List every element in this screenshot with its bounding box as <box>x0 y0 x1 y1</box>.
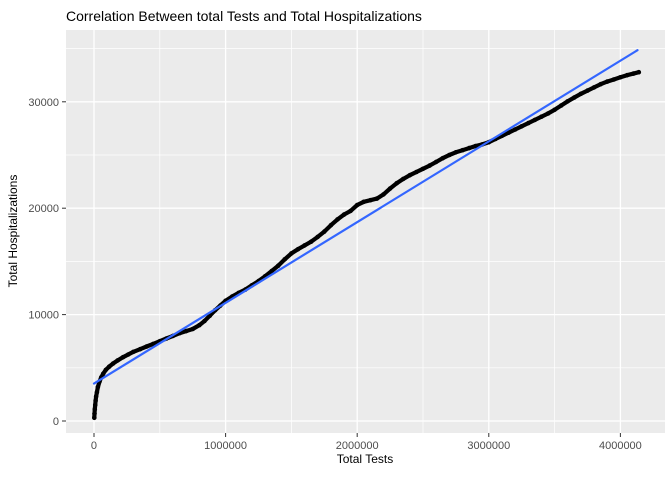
scatter-point <box>103 367 109 373</box>
scatter-point <box>473 143 478 149</box>
scatter-point <box>92 411 97 416</box>
y-axis-title-text: Total Hospitalizations <box>6 174 20 288</box>
scatter-point <box>578 91 584 97</box>
scatter-point <box>115 358 120 363</box>
scatter-point <box>106 364 112 370</box>
scatter-point <box>100 371 106 377</box>
scatter-point <box>591 85 597 90</box>
scatter-point <box>110 361 116 366</box>
scatter-point <box>150 341 156 347</box>
scatter-point <box>420 166 426 172</box>
scatter-point <box>341 212 347 217</box>
scatter-point <box>401 176 406 182</box>
scatter-point <box>427 163 432 168</box>
scatter-point <box>598 81 603 87</box>
scatter-point <box>387 186 393 191</box>
chart-title: Correlation Between total Tests and Tota… <box>66 8 422 24</box>
scatter-point <box>414 169 419 175</box>
scatter-point <box>433 159 439 165</box>
scatter-point <box>322 229 327 234</box>
scatter-point <box>94 390 100 395</box>
scatter-point <box>585 88 590 93</box>
scatter-point <box>354 202 360 208</box>
x-tick-label: 4000000 <box>599 440 642 452</box>
scatter-point <box>394 180 400 186</box>
scatter-point <box>93 398 98 404</box>
scatter-point <box>361 199 367 205</box>
scatter-point <box>618 75 623 80</box>
x-tick-label: 1000000 <box>204 440 247 452</box>
scatter-point <box>407 172 413 178</box>
scatter-point <box>506 130 511 135</box>
scatter-point <box>572 95 577 100</box>
scatter-point <box>137 346 143 352</box>
scatter-point <box>207 313 213 319</box>
scatter-point <box>144 344 149 349</box>
scatter-point <box>289 251 294 256</box>
scatter-point <box>368 197 373 203</box>
x-axis-title-text: Total Tests <box>336 452 394 466</box>
trend-line <box>92 49 639 385</box>
scatter-point <box>558 103 564 108</box>
scatter-point <box>335 217 340 222</box>
scatter-point <box>92 402 98 408</box>
scatter-point <box>275 263 281 269</box>
plot-panel <box>66 30 665 433</box>
x-tick-label: 3000000 <box>467 440 510 452</box>
scatter-point <box>631 71 636 76</box>
scatter-point <box>636 69 642 75</box>
scatter-point <box>302 243 307 248</box>
scatter-point <box>120 354 126 360</box>
scatter-point <box>202 318 207 324</box>
x-tick-label: 0 <box>91 440 97 452</box>
scatter-point <box>308 239 314 244</box>
scatter-point <box>183 328 189 334</box>
scatter-point <box>460 147 465 153</box>
x-axis-title: Total Tests <box>0 452 672 466</box>
scatter-point <box>532 117 538 123</box>
scatter-point <box>125 352 131 357</box>
scatter-point <box>545 111 551 116</box>
scatter-point <box>604 79 610 84</box>
scatter-point <box>93 394 99 399</box>
scatter-point <box>440 155 446 161</box>
scatter-point <box>381 192 386 197</box>
scatter-point <box>92 407 98 412</box>
y-tick-label: 10000 <box>28 310 59 322</box>
scatter-point <box>190 326 195 332</box>
scatter-point <box>92 415 97 421</box>
x-tick-label: 2000000 <box>336 440 379 452</box>
scatter-point <box>447 152 452 158</box>
scatter-point <box>512 127 518 132</box>
scatter-point <box>295 246 301 252</box>
scatter-point <box>552 107 557 113</box>
scatter-point <box>526 120 531 126</box>
scatter-point <box>282 257 288 262</box>
y-tick-label: 30000 <box>28 97 59 109</box>
scatter-point <box>453 150 459 155</box>
scatter-point <box>328 222 334 228</box>
y-tick-label: 20000 <box>28 203 59 215</box>
scatter-point <box>374 196 380 201</box>
scatter-point <box>315 234 321 240</box>
scatter-point <box>348 208 353 214</box>
scatter-point <box>95 384 101 390</box>
scatter-point <box>539 114 544 119</box>
scatter-point <box>624 72 630 78</box>
scatter-point <box>611 77 617 82</box>
scatter-point <box>519 124 524 129</box>
scatter-point <box>565 99 570 104</box>
scatter-point <box>466 145 472 151</box>
scatter-point <box>131 349 136 355</box>
scatter-point <box>269 268 275 274</box>
y-tick-label: 0 <box>53 416 59 428</box>
scatter-point <box>197 322 202 328</box>
